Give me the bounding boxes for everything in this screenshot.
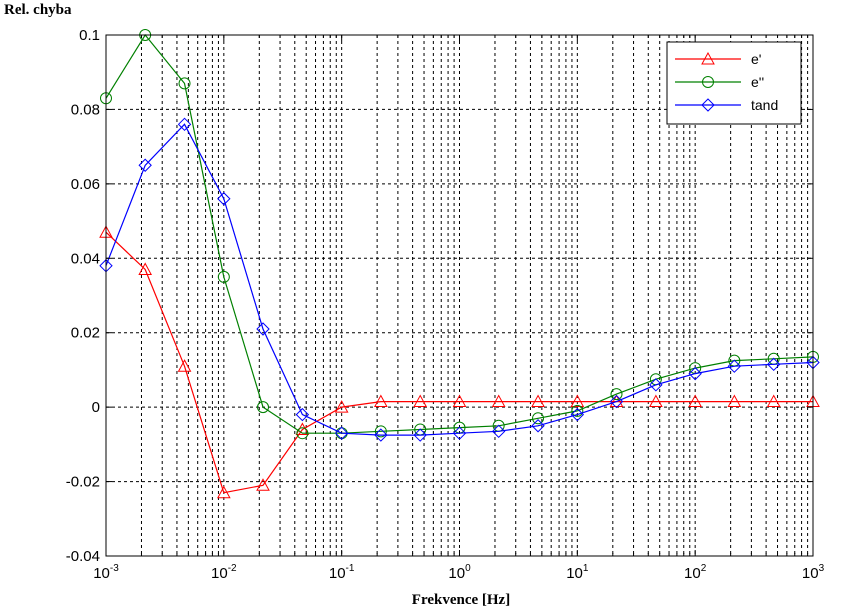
data-point <box>649 378 663 392</box>
data-point <box>609 394 624 408</box>
data-point <box>256 478 270 491</box>
data-point <box>413 394 428 408</box>
x-axis-title: Frekvence [Hz] <box>411 592 511 608</box>
legend-marker <box>701 51 715 65</box>
y-tick-label: -0.04 <box>66 548 100 565</box>
data-point <box>727 394 742 408</box>
data-point <box>531 419 545 433</box>
data-point <box>296 427 309 440</box>
y-axis-title: Rel. chyba <box>4 2 72 18</box>
data-point <box>452 426 467 440</box>
data-point <box>688 366 702 381</box>
x-tick-label: 101 <box>566 563 589 582</box>
data-point <box>452 394 467 408</box>
legend-marker <box>702 76 714 88</box>
data-point <box>532 412 545 425</box>
data-point <box>138 158 152 172</box>
y-tick-label: 0.08 <box>71 101 100 118</box>
data-point <box>531 394 545 408</box>
x-tick-label: 102 <box>684 563 707 582</box>
data-point <box>177 359 192 372</box>
data-point <box>217 270 230 283</box>
legend-marker <box>701 98 715 112</box>
data-point <box>491 394 506 408</box>
data-point <box>649 394 663 408</box>
data-point <box>178 77 191 90</box>
legend-entry: e' <box>675 51 761 67</box>
x-tick-label: 10-1 <box>329 563 355 582</box>
data-point <box>216 485 231 499</box>
x-tick-label: 100 <box>448 563 471 582</box>
data-point <box>766 357 781 372</box>
series-line <box>105 123 814 436</box>
legend-label: e'' <box>751 74 764 90</box>
data-point <box>256 322 270 336</box>
data-point <box>688 394 703 408</box>
legend-entry: e'' <box>675 74 764 90</box>
grid-lines <box>106 35 813 556</box>
data-point <box>491 424 506 439</box>
data-point <box>570 407 585 422</box>
data-point <box>609 394 624 409</box>
series-3 <box>99 117 820 442</box>
data-point <box>413 428 427 442</box>
data-point <box>374 428 388 442</box>
data-point <box>295 407 310 422</box>
data-point <box>257 401 270 414</box>
legend: e' e'' tand <box>666 41 802 125</box>
data-point <box>334 426 349 440</box>
data-point <box>217 192 231 206</box>
tick-marks <box>105 34 814 557</box>
legend-label: tand <box>751 97 778 113</box>
series-line <box>105 231 813 494</box>
y-tick-label: 0 <box>92 399 100 416</box>
data-point <box>610 388 623 401</box>
y-tick-label: 0.1 <box>79 27 100 44</box>
data-point <box>374 425 387 438</box>
data-point <box>177 117 192 132</box>
data-point <box>373 394 388 408</box>
y-tick-label: -0.02 <box>66 474 100 491</box>
y-tick-label: 0.06 <box>71 176 100 193</box>
data-point <box>727 359 742 373</box>
x-tick-label: 10-2 <box>211 563 237 582</box>
x-tick-label: 10-3 <box>93 563 119 582</box>
data-point <box>571 404 584 417</box>
data-point <box>334 400 349 413</box>
legend-box <box>666 41 802 125</box>
y-tick-label: 0.02 <box>71 325 100 342</box>
data-point <box>766 394 781 408</box>
data-point <box>570 394 585 408</box>
legend-entry: tand <box>675 97 778 113</box>
y-tick-label: 0.04 <box>71 250 100 267</box>
x-tick-label: 103 <box>802 563 825 582</box>
tick-labels: -0.04 -0.02 0 0.02 0.04 0.06 0.08 0.1 10-3 10-2 10… <box>66 27 825 582</box>
data-point <box>138 262 153 275</box>
legend-label: e' <box>751 51 761 67</box>
